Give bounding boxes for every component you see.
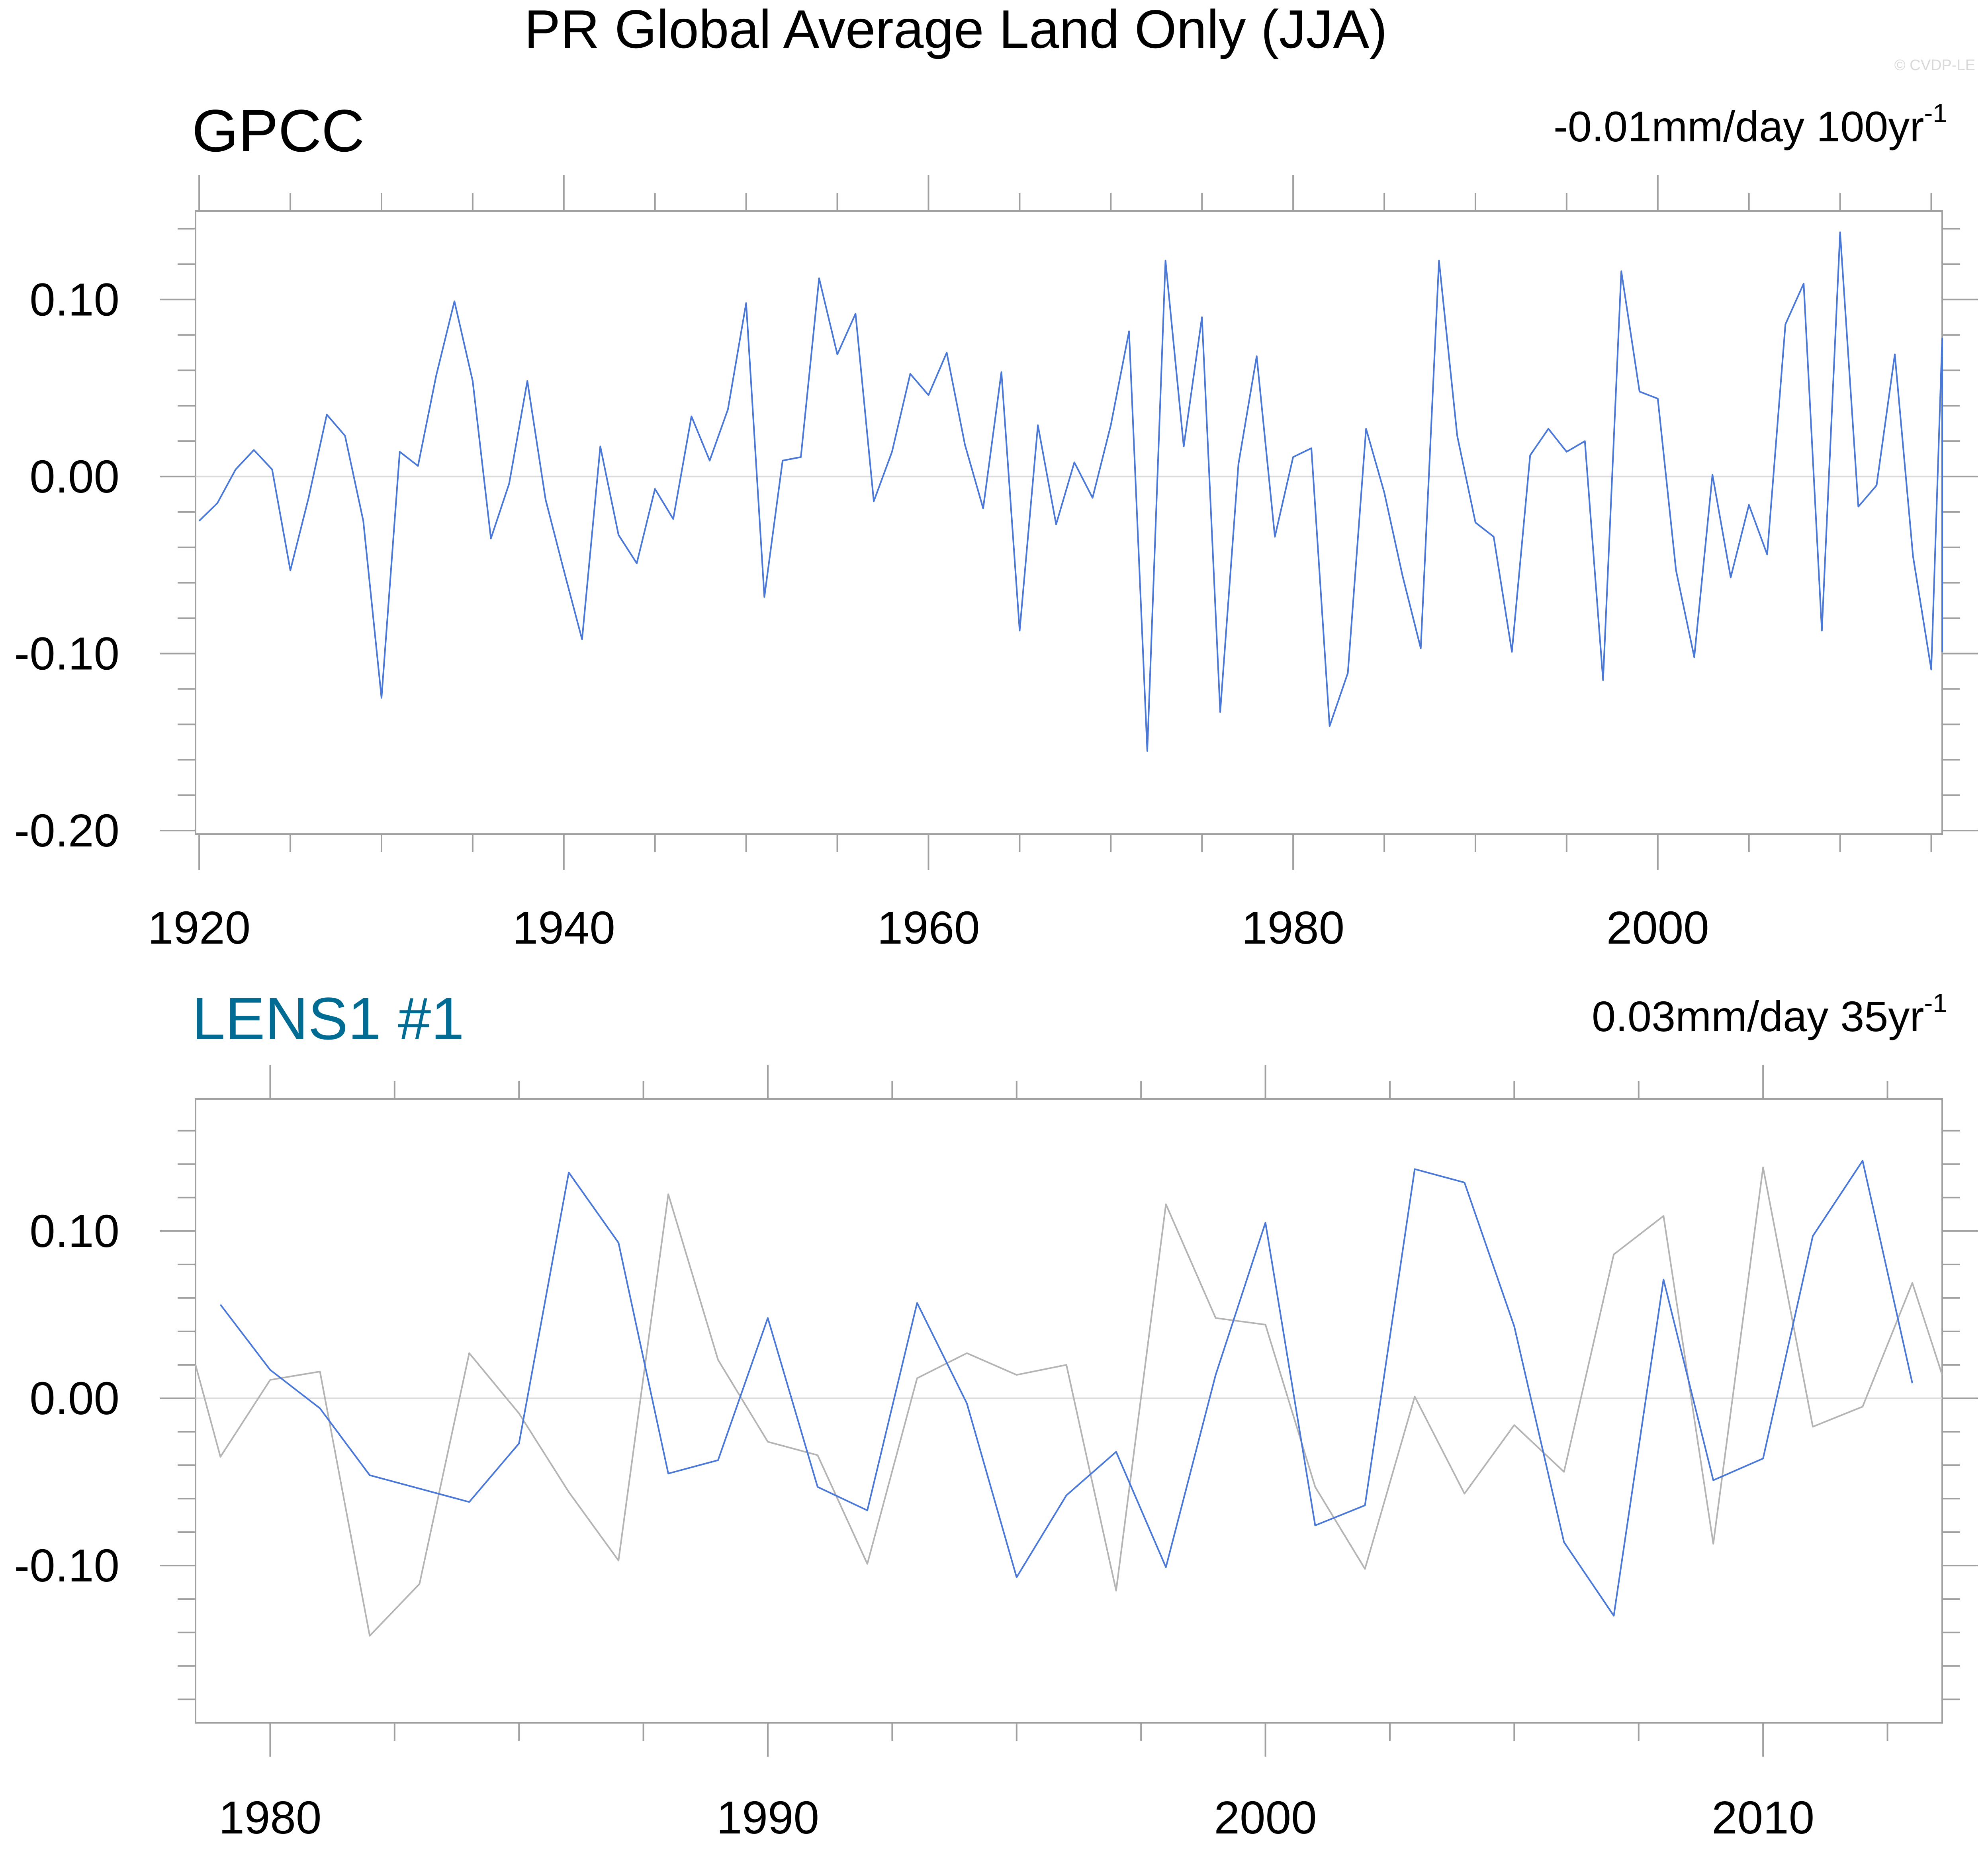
trend-value: 0.03mm/day 35yr bbox=[1592, 992, 1924, 1040]
y-tick-label: -0.10 bbox=[14, 628, 119, 680]
trend-exponent: -1 bbox=[1924, 988, 1947, 1018]
panel-right-title: -0.01mm/day 100yr-1 bbox=[1554, 98, 1947, 150]
trend-value: -0.01mm/day 100yr bbox=[1554, 102, 1924, 150]
plot-frame bbox=[195, 210, 1943, 835]
watermark: © CVDP-LE bbox=[1894, 57, 1975, 74]
x-tick-label: 1920 bbox=[148, 902, 250, 954]
panel-right-title: 0.03mm/day 35yr-1 bbox=[1592, 988, 1947, 1040]
y-tick-label: 0.00 bbox=[29, 1372, 119, 1424]
panel-gpcc: GPCC -0.01mm/day 100yr-1 1920 1940 1960 1980 2… bbox=[14, 97, 1978, 954]
x-tick-label: 1980 bbox=[1242, 902, 1344, 954]
x-tick-label: 2000 bbox=[1606, 902, 1709, 954]
x-tick-label: 1960 bbox=[877, 902, 980, 954]
x-tick-label: 1940 bbox=[513, 902, 615, 954]
y-tick-label: 0.00 bbox=[29, 451, 119, 502]
y-tick-label: -0.20 bbox=[14, 805, 119, 856]
y-tick-label: 0.10 bbox=[29, 1205, 119, 1257]
figure-title: PR Global Average Land Only (JJA) bbox=[524, 0, 1387, 59]
plot-frame bbox=[195, 1098, 1943, 1724]
series-line-1 bbox=[195, 1167, 1943, 1637]
trend-exponent: -1 bbox=[1924, 98, 1947, 128]
series-line-0 bbox=[198, 231, 1943, 752]
x-tick-label: 2010 bbox=[1712, 1792, 1814, 1843]
x-tick-label: 1980 bbox=[219, 1792, 321, 1843]
panel-lens1: LENS1 #1 0.03mm/day 35yr-1 1980 1990 2000 201… bbox=[14, 985, 1978, 1843]
x-tick-label: 1990 bbox=[716, 1792, 819, 1843]
panel-left-title: LENS1 #1 bbox=[192, 985, 464, 1052]
series-line-0 bbox=[219, 1160, 1913, 1617]
panel-left-title: GPCC bbox=[192, 97, 364, 164]
x-tick-label: 2000 bbox=[1214, 1792, 1317, 1843]
y-tick-label: -0.10 bbox=[14, 1540, 119, 1591]
y-tick-label: 0.10 bbox=[29, 274, 119, 325]
